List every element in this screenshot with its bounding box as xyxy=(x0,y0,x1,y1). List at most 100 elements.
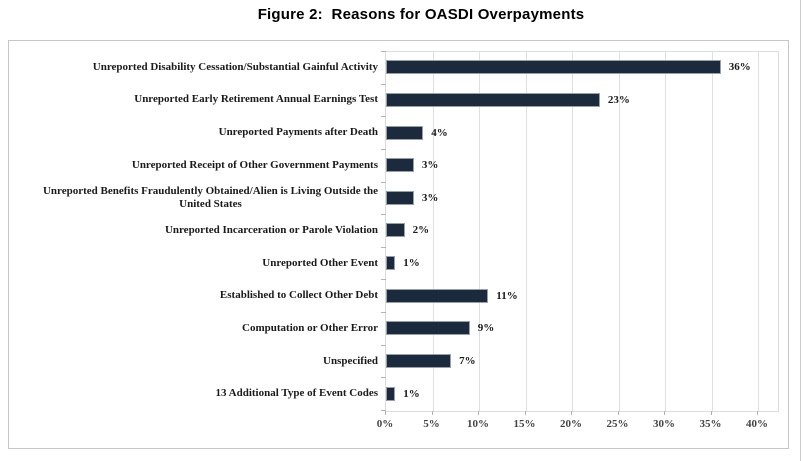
bar-zone: 4% xyxy=(385,116,777,149)
bar-row: 13 Additional Type of Event Codes 1% xyxy=(9,377,788,410)
category-cell: Unreported Other Event xyxy=(9,247,385,280)
bar-zone: 9% xyxy=(385,312,777,345)
y-tick xyxy=(381,214,386,216)
x-tick xyxy=(664,411,665,415)
bar-value-label: 3% xyxy=(421,159,439,172)
category-cell: Unreported Early Retirement Annual Earni… xyxy=(9,84,385,117)
bar-value-label: 36% xyxy=(728,61,751,74)
bar xyxy=(386,288,489,303)
x-grid-line xyxy=(572,52,573,411)
category-cell: Unreported Payments after Death xyxy=(9,116,385,149)
bar-row: Computation or Other Error 9% xyxy=(9,312,788,345)
bar-row: Unreported Early Retirement Annual Earni… xyxy=(9,84,788,117)
bar-value-label: 4% xyxy=(431,126,448,139)
x-tick-label: 35% xyxy=(699,418,722,430)
category-cell: Unreported Benefits Fraudulently Obtaine… xyxy=(9,182,385,215)
bar-zone: 7% xyxy=(385,345,777,378)
bar-value-label: 1% xyxy=(403,257,420,270)
category-cell: Unspecified xyxy=(9,345,385,378)
x-tick xyxy=(617,411,619,415)
plot-area xyxy=(385,51,779,412)
x-grid-line xyxy=(711,52,713,411)
category-label: 13 Additional Type of Event Codes xyxy=(215,387,378,400)
y-tick xyxy=(381,344,386,346)
bar xyxy=(386,158,414,173)
x-tick xyxy=(571,411,572,415)
x-grid-line xyxy=(525,52,527,411)
bar xyxy=(386,190,414,205)
y-tick xyxy=(381,410,386,411)
x-tick xyxy=(757,411,758,415)
bar-value-label: 7% xyxy=(459,355,476,368)
y-tick xyxy=(381,83,386,85)
figure-title: Figure 2: Reasons for OASDI Overpayments xyxy=(257,6,585,23)
category-label: Established to Collect Other Debt xyxy=(219,289,378,302)
x-tick xyxy=(710,411,712,415)
bar-value-label: 1% xyxy=(403,387,420,400)
category-label: Unreported Receipt of Other Government P… xyxy=(131,158,378,171)
x-tick-label: 15% xyxy=(513,418,536,430)
y-tick xyxy=(381,148,386,150)
x-tick xyxy=(478,411,479,415)
category-cell: Unreported Receipt of Other Government P… xyxy=(9,149,385,182)
chart-frame: Unreported Disability Cessation/Substant… xyxy=(8,40,789,449)
y-tick xyxy=(381,279,386,281)
bar-row: Unreported Other Event 1% xyxy=(9,247,788,280)
bar-value-label: 3% xyxy=(421,191,439,204)
x-tick-label: 20% xyxy=(560,418,582,430)
x-tick xyxy=(431,411,433,415)
bar-row: Unreported Incarceration or Parole Viola… xyxy=(9,214,788,247)
category-label: Unspecified xyxy=(323,354,378,367)
bar xyxy=(386,60,721,75)
bar-row: Established to Collect Other Debt 11% xyxy=(9,279,788,312)
bar-zone: 23% xyxy=(385,84,777,117)
bar-row: Unreported Payments after Death 4% xyxy=(9,116,788,149)
category-label: Unreported Incarceration or Parole Viola… xyxy=(164,223,378,236)
page-right-edge-line xyxy=(800,0,801,461)
category-label: Computation or Other Error xyxy=(242,321,378,334)
bar xyxy=(386,125,424,140)
category-label: Unreported Disability Cessation/Substant… xyxy=(92,60,378,73)
category-label: Unreported Payments after Death xyxy=(218,126,378,139)
category-label: Unreported Other Event xyxy=(262,256,378,269)
category-cell: 13 Additional Type of Event Codes xyxy=(9,377,385,410)
category-cell: Established to Collect Other Debt xyxy=(9,279,385,312)
bar xyxy=(386,92,600,107)
x-tick-label: 30% xyxy=(653,418,675,430)
x-tick-label: 0% xyxy=(376,418,394,430)
x-tick xyxy=(385,411,386,415)
x-tick-label: 40% xyxy=(746,418,768,430)
y-tick xyxy=(381,181,386,183)
bar-zone: 3% xyxy=(385,149,777,182)
bar-zone: 36% xyxy=(385,51,777,84)
bar xyxy=(386,256,396,271)
bar-zone: 1% xyxy=(385,377,777,410)
bar-value-label: 23% xyxy=(607,93,630,106)
bar-zone: 11% xyxy=(385,279,777,312)
bar-value-label: 11% xyxy=(496,289,518,302)
category-cell: Computation or Other Error xyxy=(9,312,385,345)
x-grid-line xyxy=(432,52,434,411)
bar xyxy=(386,386,396,401)
bar xyxy=(386,223,405,238)
bar-zone: 1% xyxy=(385,247,777,280)
bar-row: Unreported Disability Cessation/Substant… xyxy=(9,51,788,84)
x-tick-label: 5% xyxy=(423,418,440,430)
y-tick xyxy=(381,246,386,248)
y-tick xyxy=(381,377,386,379)
x-tick xyxy=(524,411,526,415)
bar-zone: 2% xyxy=(385,214,777,247)
bar-row: Unspecified 7% xyxy=(9,345,788,378)
bar xyxy=(386,354,452,369)
y-tick xyxy=(381,116,386,118)
y-tick xyxy=(381,51,386,52)
x-tick-label: 10% xyxy=(467,418,489,430)
x-grid-line xyxy=(618,52,620,411)
bar-row: Unreported Benefits Fraudulently Obtaine… xyxy=(9,182,788,215)
bar xyxy=(386,321,470,336)
category-label: Unreported Early Retirement Annual Earni… xyxy=(134,93,378,106)
x-grid-line xyxy=(758,52,759,411)
x-grid-line xyxy=(665,52,666,411)
bar-row: Unreported Receipt of Other Government P… xyxy=(9,149,788,182)
category-cell: Unreported Disability Cessation/Substant… xyxy=(9,51,385,84)
